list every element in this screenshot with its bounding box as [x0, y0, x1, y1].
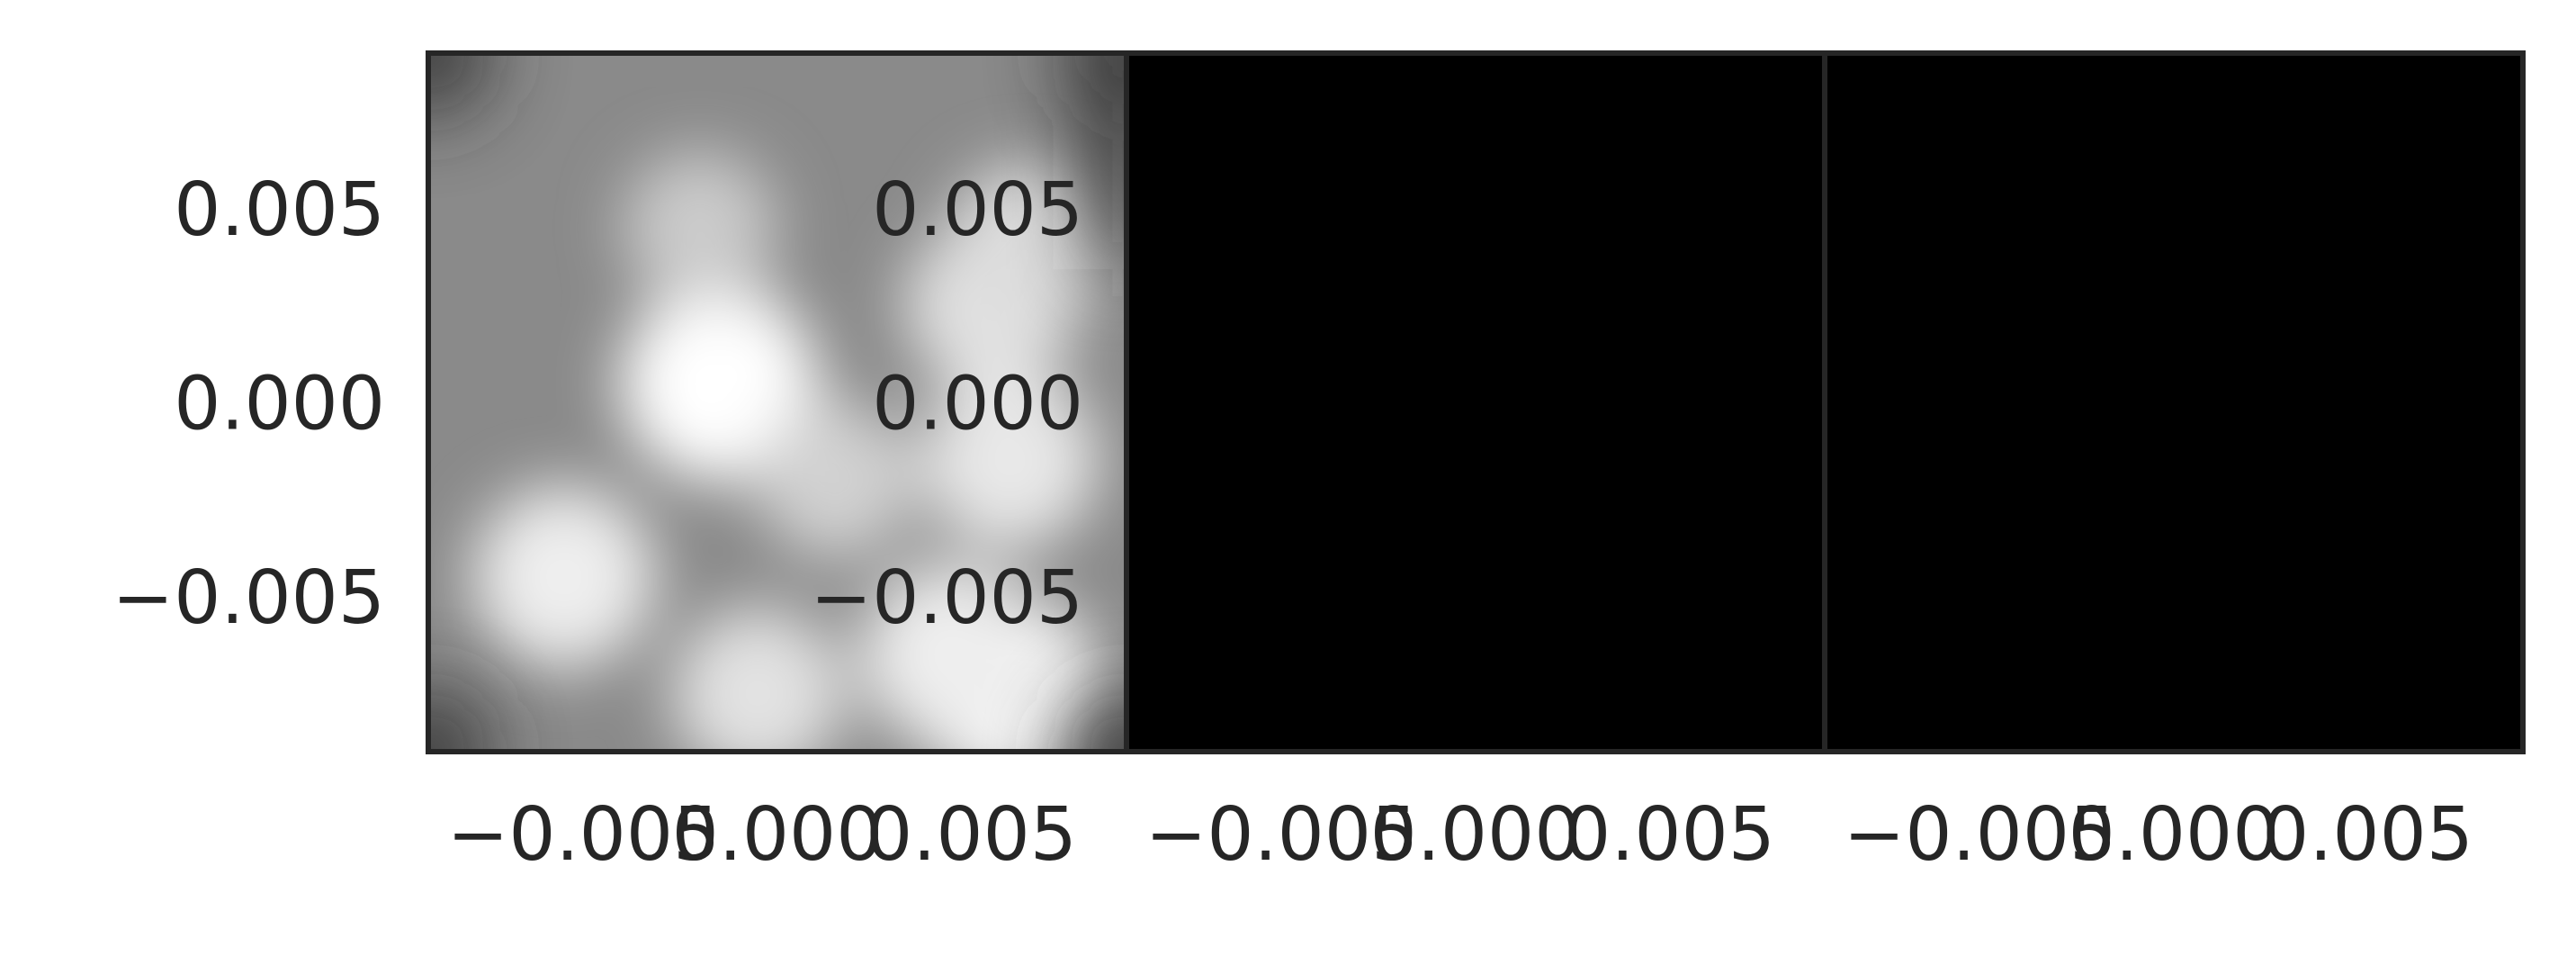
x-tick-label: 0.005: [1564, 792, 1775, 878]
y-tick-label: −0.005: [811, 555, 1083, 641]
y-tick-label: 0.000: [872, 362, 1083, 447]
x-tick-label: 0.000: [672, 792, 884, 878]
panel-frame: [1822, 50, 2526, 754]
heatmap-peak-9: [671, 607, 845, 752]
heatmap-peak-10: [756, 401, 915, 560]
x-tick-label: −0.005: [1844, 792, 2116, 878]
heatmap-peak-2: [623, 150, 777, 305]
y-tick-label: 0.005: [872, 167, 1083, 253]
heatmap-image: [428, 53, 1126, 752]
y-tick-label: 0.000: [174, 362, 385, 447]
x-tick-label: 0.000: [2069, 792, 2280, 878]
heatmap-peak-6: [472, 485, 656, 669]
heatmap-image: [1825, 53, 2523, 752]
x-tick-label: 0.000: [1370, 792, 1582, 878]
heatmap-dark-edge: [1091, 53, 1126, 269]
y-tick-label: −0.005: [112, 555, 385, 641]
heatmap-peak-1: [620, 284, 819, 483]
heatmap-image: [1126, 53, 1825, 752]
heatmap-peak-4: [945, 163, 1114, 332]
heatmap-dark-corner-3: [428, 689, 491, 752]
x-tick-label: 0.005: [2262, 792, 2473, 878]
heatmap-peak-8: [860, 563, 1044, 746]
heatmap-dark-corner-4: [1064, 689, 1126, 752]
x-tick-label: −0.005: [447, 792, 720, 878]
heatmap-dark-corner-1: [428, 53, 491, 116]
x-tick-label: 0.005: [866, 792, 1077, 878]
x-tick-label: −0.005: [1145, 792, 1418, 878]
y-tick-label: 0.005: [174, 167, 385, 253]
heatmap-peak-5: [920, 371, 1100, 550]
